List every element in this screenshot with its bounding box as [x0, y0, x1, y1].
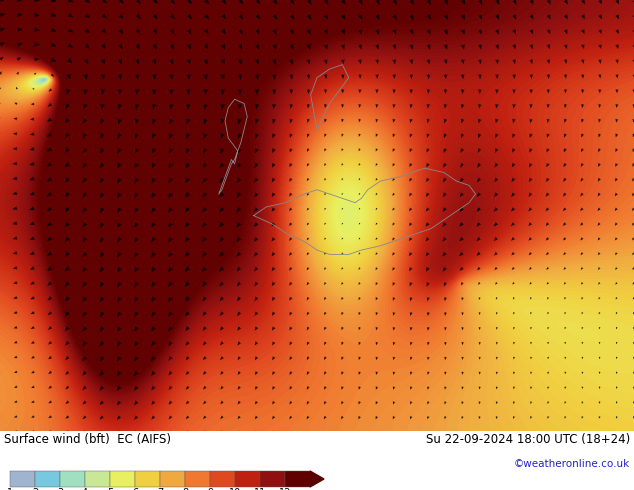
Bar: [35, 471, 60, 487]
Text: Surface wind (bft)  EC (AIFS): Surface wind (bft) EC (AIFS): [4, 433, 171, 446]
Text: 8: 8: [182, 488, 188, 490]
Bar: [260, 471, 285, 487]
Bar: [60, 471, 85, 487]
Text: 4: 4: [82, 488, 88, 490]
Text: 5: 5: [107, 488, 113, 490]
Text: Su 22-09-2024 18:00 UTC (18+24): Su 22-09-2024 18:00 UTC (18+24): [426, 433, 630, 446]
Bar: [110, 471, 135, 487]
Text: 3: 3: [57, 488, 63, 490]
Text: 10: 10: [229, 488, 241, 490]
Text: 2: 2: [32, 488, 38, 490]
Text: 7: 7: [157, 488, 163, 490]
Text: 9: 9: [207, 488, 213, 490]
Text: ©weatheronline.co.uk: ©weatheronline.co.uk: [514, 460, 630, 469]
Bar: [210, 471, 235, 487]
Bar: [235, 471, 260, 487]
FancyArrow shape: [310, 471, 324, 487]
Bar: [10, 471, 35, 487]
Bar: [185, 471, 210, 487]
Text: 1: 1: [7, 488, 13, 490]
Text: 11: 11: [254, 488, 266, 490]
Bar: [160, 471, 185, 487]
Text: 12: 12: [279, 488, 291, 490]
Text: 6: 6: [132, 488, 138, 490]
Bar: [285, 471, 310, 487]
Bar: [135, 471, 160, 487]
Bar: [85, 471, 110, 487]
